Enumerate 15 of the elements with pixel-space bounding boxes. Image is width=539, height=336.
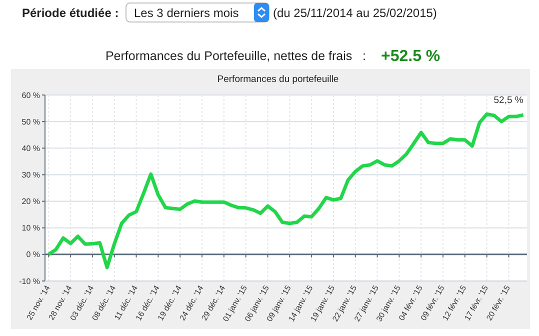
y-tick-label: 0 % [26,250,40,260]
text: +52.5 % [381,48,440,65]
text: Période étudiée : [22,6,119,20]
annotation: 52,5 % [494,94,524,106]
y-tick-label: 20 % [22,197,40,206]
y-tick-label: 10 % [22,224,40,233]
chart-subtitle: Performances du Portefeuille, nettes de frais : [105,49,366,63]
y-tick-label: 50 % [22,117,40,126]
text: Les 3 derniers mois [134,6,239,20]
y-tick-label: 30 % [22,170,40,180]
y-tick-label: 40 % [22,144,40,153]
chart-title: Performances du portefeuille [217,74,339,85]
y-tick-label: -10 % [19,276,40,286]
text: (du 25/11/2014 au 25/02/2015) [273,6,437,20]
y-tick-label: 60 % [22,90,40,100]
